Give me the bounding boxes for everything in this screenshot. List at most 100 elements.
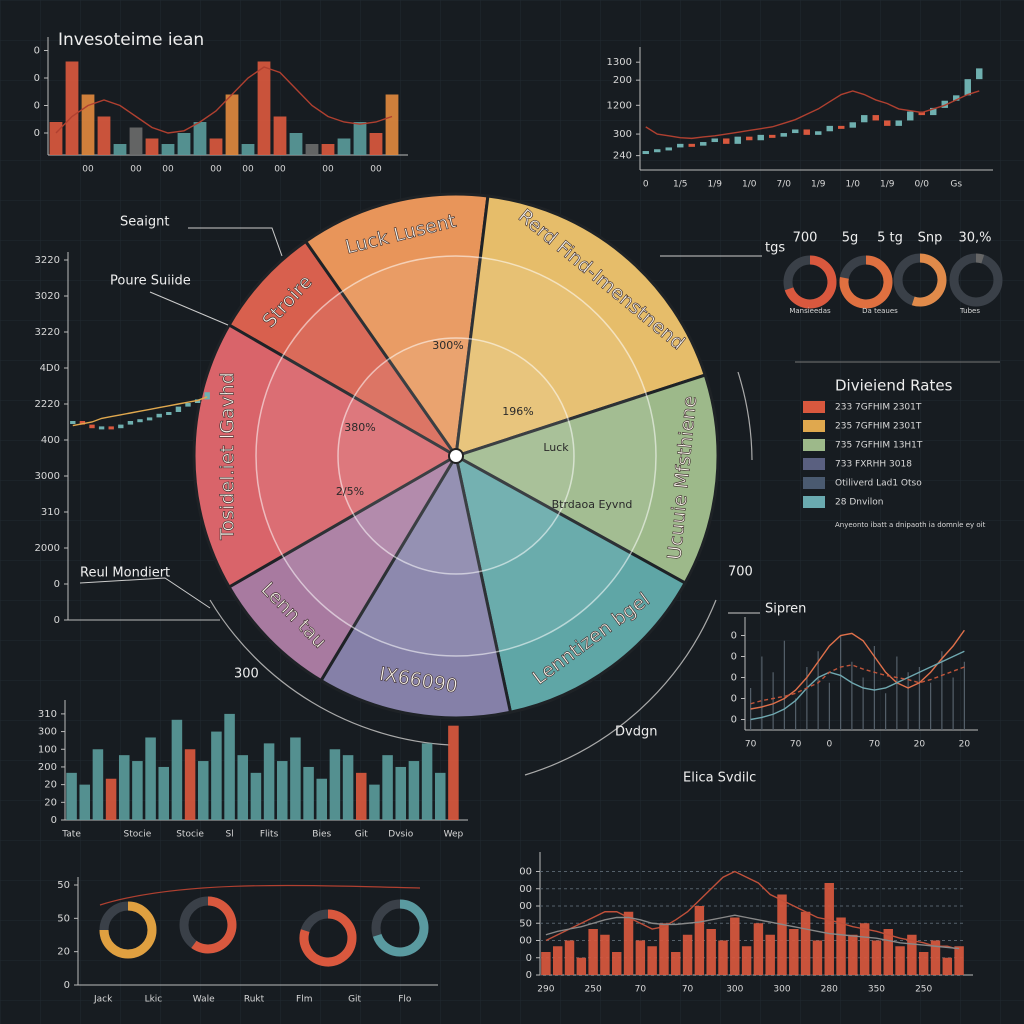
donut-arc xyxy=(911,253,947,307)
legend-label: 735 7GFHIM 13H1T xyxy=(835,441,923,451)
x-tick-label: 280 xyxy=(821,985,838,995)
y-tick-label: 300 xyxy=(613,129,632,140)
y-tick-label: 310 xyxy=(38,709,57,720)
candle xyxy=(137,419,143,423)
bar xyxy=(79,784,91,820)
legend-note: Anyeonto ibatt a dnipaoth ia domnle ey o… xyxy=(835,521,986,529)
candle xyxy=(108,426,114,430)
bar xyxy=(184,749,196,820)
candle xyxy=(688,143,695,147)
x-tick-label: 250 xyxy=(585,985,602,995)
legend-label: 733 FXRHH 3018 xyxy=(835,460,912,470)
bar xyxy=(145,737,156,820)
bar xyxy=(741,946,752,975)
bar xyxy=(337,138,351,155)
y-tick-label: 50 xyxy=(57,913,70,924)
bar xyxy=(564,940,575,975)
y-tick-label: 310 xyxy=(41,507,60,518)
pie-slice xyxy=(454,194,708,459)
callout: Poure Suiide xyxy=(110,274,191,289)
bar xyxy=(408,761,420,820)
pie-annotation: Btrdaoa Eyvnd xyxy=(552,498,633,511)
candle xyxy=(166,412,172,415)
x-tick-label: 00 xyxy=(274,165,286,175)
x-tick-label: 1/5 xyxy=(673,180,687,190)
x-tick-label: 1/0 xyxy=(742,180,757,190)
bar xyxy=(836,917,846,975)
bar xyxy=(395,766,407,820)
x-tick-label: 290 xyxy=(537,985,554,995)
legend-swatch xyxy=(803,401,825,413)
y-tick-label: 300 xyxy=(38,727,57,738)
legend-label: 28 Dnvilon xyxy=(835,498,884,508)
bar xyxy=(132,761,143,820)
bar xyxy=(97,116,111,155)
callout: tgs xyxy=(765,241,785,256)
x-tick-label: 00 xyxy=(242,165,254,175)
candle xyxy=(711,138,718,143)
bar xyxy=(623,911,634,975)
legend-swatch xyxy=(803,477,825,489)
x-tick-label: 0 xyxy=(827,740,833,750)
y-tick-label: 200 xyxy=(613,75,632,86)
candle xyxy=(89,424,95,429)
x-tick-label: 70 xyxy=(869,740,881,750)
x-tick-label: 350 xyxy=(868,985,885,995)
y-tick-label: 20 xyxy=(44,780,57,791)
x-tick-label: Stocie xyxy=(124,830,152,840)
bar xyxy=(342,755,354,820)
bar xyxy=(765,934,775,975)
trend-line xyxy=(645,90,980,140)
y-tick-label: 0 xyxy=(34,128,40,139)
candle xyxy=(941,100,948,108)
y-tick-label: 4D0 xyxy=(40,363,60,374)
bar xyxy=(895,946,905,975)
candle xyxy=(930,107,937,116)
y-tick-label: 2000 xyxy=(35,543,60,554)
x-tick-label: 1/9 xyxy=(880,180,895,190)
y-tick-label: 50 xyxy=(519,918,532,929)
bar xyxy=(682,934,693,975)
legend-swatch xyxy=(803,420,825,432)
x-tick-label: 250 xyxy=(915,985,932,995)
callout: Elica Svdilc xyxy=(683,771,756,786)
legend-swatch xyxy=(803,439,825,451)
bar xyxy=(353,122,367,155)
series-line xyxy=(750,650,965,721)
bar xyxy=(237,755,249,820)
callout: Seaignt xyxy=(120,215,169,230)
bar xyxy=(612,952,622,975)
pie-slice xyxy=(192,322,460,590)
bar xyxy=(812,940,823,975)
x-tick-label: Rukt xyxy=(244,995,265,1005)
x-tick-label: Git xyxy=(348,995,361,1005)
donut-arc xyxy=(99,901,157,959)
y-tick-label: 0 xyxy=(526,953,532,964)
donut-caption: Da teaues xyxy=(862,307,898,315)
bar xyxy=(552,946,563,975)
donut-header: 700 xyxy=(793,231,818,246)
candle xyxy=(194,399,201,403)
x-tick-label: 00 xyxy=(210,165,222,175)
y-tick-label: 0 xyxy=(54,615,60,626)
y-tick-label: 0 xyxy=(34,73,40,84)
candle xyxy=(895,120,902,126)
candle xyxy=(204,392,210,400)
x-tick-label: Lkic xyxy=(145,995,163,1005)
y-tick-label: 00 xyxy=(519,901,532,912)
x-tick-label: 70 xyxy=(682,985,694,995)
legend-swatch xyxy=(803,496,825,508)
y-tick-label: 0 xyxy=(731,715,737,726)
candle xyxy=(677,143,684,148)
x-tick-label: Stocie xyxy=(176,830,204,840)
candle xyxy=(976,68,983,80)
x-tick-label: 00 xyxy=(82,165,94,175)
bar xyxy=(263,743,275,820)
pie-slice xyxy=(452,373,720,586)
y-tick-label: 200 xyxy=(38,762,57,773)
donut-caption: Mansieedas xyxy=(789,307,831,315)
bar xyxy=(800,911,811,975)
chart-title: Invesoteime iean xyxy=(58,30,204,50)
leader-line xyxy=(79,577,211,609)
